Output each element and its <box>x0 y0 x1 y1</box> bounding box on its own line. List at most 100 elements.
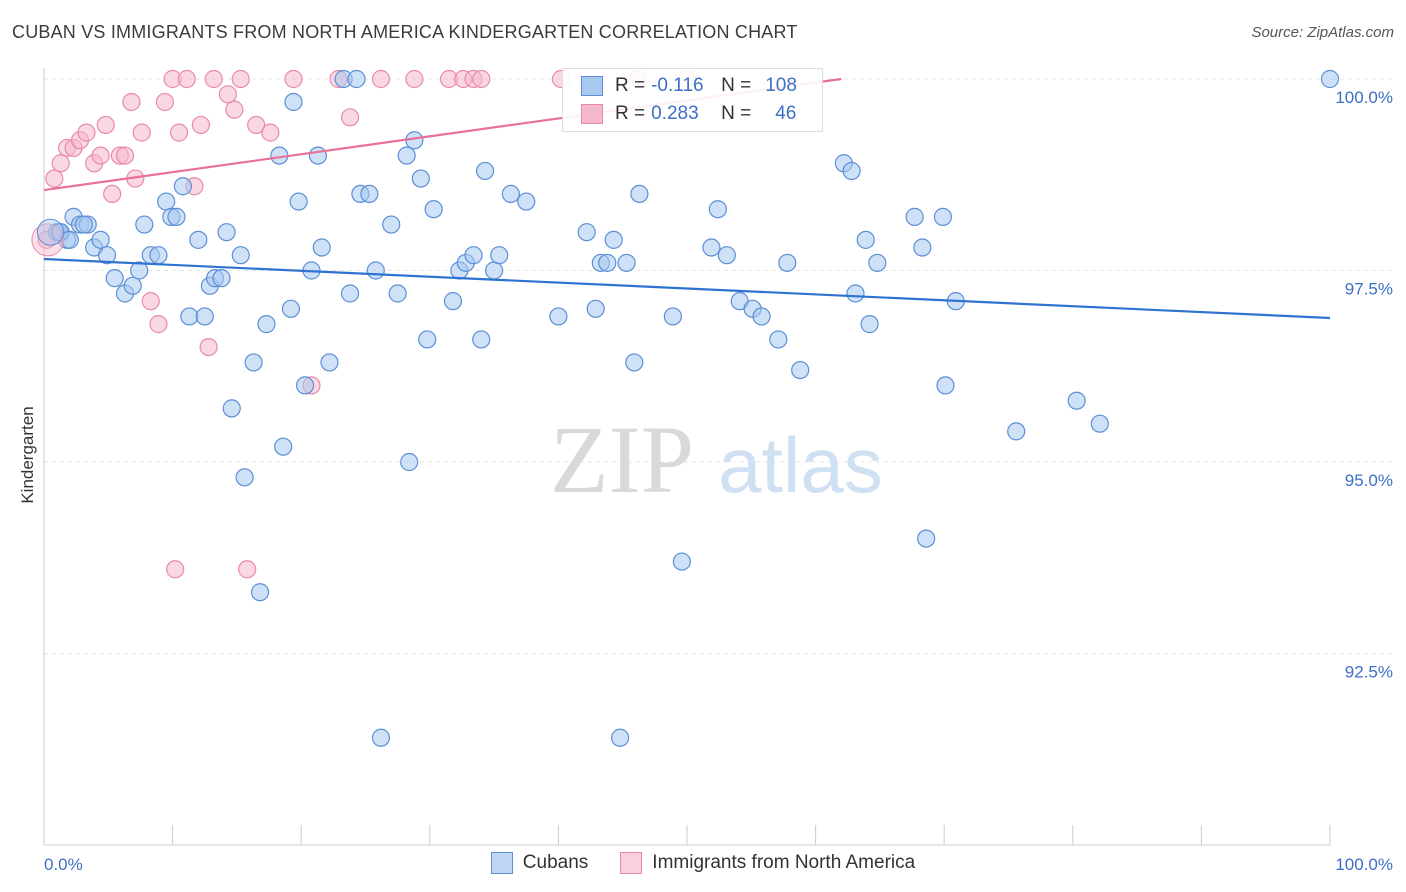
data-point-cubans <box>400 452 419 472</box>
data-point-cubans <box>312 238 331 257</box>
data-point-cubans <box>856 230 875 249</box>
data-point-cubans <box>382 215 401 234</box>
legend-row-immigrants: R = 0.283 N = 46 <box>581 103 796 125</box>
data-point-cubans <box>157 192 176 211</box>
watermark: ZIP atlas <box>550 406 883 513</box>
data-point-cubans <box>517 192 536 211</box>
data-point-cubans <box>868 253 887 272</box>
data-point-immigrants <box>155 92 174 112</box>
legend-n-label: N = <box>721 103 752 124</box>
data-point-immigrants <box>122 92 141 112</box>
bottom-legend-swatch-blue <box>490 852 513 874</box>
data-point-cubans <box>846 284 865 303</box>
bottom-legend-swatch-pink <box>620 852 643 874</box>
data-point-cubans <box>340 284 360 303</box>
data-point-immigrants <box>103 184 122 203</box>
data-point-immigrants <box>218 85 237 104</box>
data-point-cubans <box>231 246 250 265</box>
data-point-cubans <box>464 246 483 265</box>
data-point-immigrants <box>77 123 96 142</box>
label-layer: 100.0% 97.5% 95.0% 92.5% 0.0% 100.0% <box>44 88 1393 874</box>
data-point-immigrants <box>115 146 135 165</box>
data-point-immigrants <box>247 115 266 135</box>
data-point-cubans <box>1007 422 1026 441</box>
data-point-cubans <box>244 353 263 372</box>
data-point-cubans <box>295 376 315 395</box>
data-point-immigrants <box>199 338 218 357</box>
data-point-cubans <box>289 192 308 211</box>
data-point-cubans <box>149 246 168 265</box>
data-point-immigrants <box>45 169 64 188</box>
data-point-cubans <box>180 307 199 326</box>
data-point-cubans <box>598 253 617 272</box>
data-point-cubans <box>320 353 339 372</box>
data-point-cubans <box>360 184 379 203</box>
data-point-cubans <box>1067 391 1086 410</box>
data-point-immigrants-large <box>31 223 65 257</box>
data-point-immigrants <box>231 69 250 89</box>
axis-layer <box>43 68 1331 846</box>
data-point-cubans <box>472 330 491 349</box>
data-point-immigrants <box>405 69 424 89</box>
data-point-cubans <box>222 399 241 418</box>
data-point-cubans <box>501 184 520 203</box>
bottom-legend-item-immigrants: Immigrants from North America <box>620 852 915 874</box>
x-tick-label: 100.0% <box>1335 855 1393 874</box>
data-point-cubans <box>611 728 630 747</box>
data-point-cubans <box>91 230 110 249</box>
data-point-cubans <box>905 207 924 226</box>
legend-swatch-pink <box>581 104 603 124</box>
data-point-cubans <box>702 238 721 257</box>
data-point-immigrants <box>166 560 185 579</box>
data-point-cubans <box>105 269 124 288</box>
trend-line-cubans <box>43 257 1331 320</box>
legend-r-label: R = <box>615 75 646 96</box>
data-point-cubans <box>485 261 504 280</box>
data-point-cubans <box>475 161 495 181</box>
data-point-immigrants <box>472 69 491 89</box>
legend-box: R = -0.116 N = 108 R = 0.283 N = 46 <box>562 68 823 132</box>
data-point-cubans <box>123 276 142 295</box>
data-point-cubans <box>1320 69 1340 89</box>
legend-swatch-blue <box>581 76 603 96</box>
data-point-immigrants <box>141 292 160 311</box>
data-point-cubans <box>672 552 691 571</box>
legend-n-value: 46 <box>775 103 797 124</box>
y-axis-title: Kindergarten <box>18 406 37 504</box>
data-point-cubans <box>371 728 391 747</box>
data-point-immigrants <box>340 108 360 127</box>
data-point-immigrants <box>91 146 110 165</box>
data-point-cubans <box>936 376 955 395</box>
data-point-cubans <box>257 315 276 334</box>
data-point-cubans <box>752 307 771 326</box>
data-point-cubans <box>549 307 568 326</box>
data-point-cubans <box>617 253 636 272</box>
legend-r-label: R = <box>615 103 646 124</box>
watermark-atlas: atlas <box>718 421 883 509</box>
data-point-cubans <box>411 169 430 188</box>
y-tick-label: 100.0% <box>1335 88 1393 107</box>
data-point-cubans-large <box>36 218 64 246</box>
data-point-cubans <box>424 200 443 219</box>
data-point-cubans <box>388 284 407 303</box>
legend-r-value: -0.116 <box>651 75 704 96</box>
watermark-zip: ZIP <box>550 406 694 513</box>
data-point-cubans <box>577 223 596 242</box>
data-point-immigrants <box>284 69 303 89</box>
data-point-cubans <box>284 92 303 112</box>
data-point-cubans <box>212 269 231 288</box>
data-point-cubans <box>842 161 861 181</box>
data-point-cubans <box>769 330 788 349</box>
data-point-cubans <box>717 246 736 265</box>
y-tick-label: 95.0% <box>1345 471 1393 490</box>
data-point-cubans <box>630 184 649 203</box>
bottom-legend-item-cubans: Cubans <box>490 852 588 874</box>
x-tick-label: 0.0% <box>44 855 83 874</box>
data-point-immigrants <box>204 69 223 89</box>
data-point-cubans <box>1090 414 1109 433</box>
legend-n-value: 108 <box>765 75 797 96</box>
data-point-immigrants <box>169 123 189 142</box>
chart-source: Source: ZipAtlas.com <box>1251 24 1394 41</box>
data-point-cubans <box>97 246 117 265</box>
data-point-immigrants <box>96 115 115 135</box>
